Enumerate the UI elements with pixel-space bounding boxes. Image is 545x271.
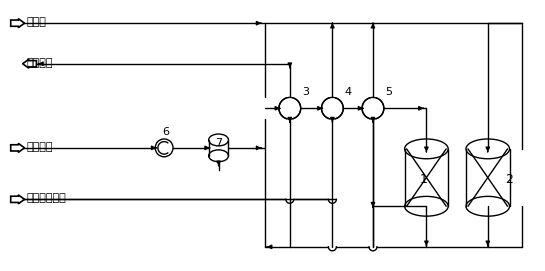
Text: 3: 3 (302, 88, 308, 97)
Text: 7: 7 (215, 138, 222, 148)
Text: 工艺水: 工艺水 (27, 17, 46, 27)
Text: 糗合成气: 糗合成气 (27, 58, 53, 68)
Text: 1: 1 (420, 173, 427, 186)
Text: 糗合成气: 糗合成气 (27, 142, 53, 152)
Text: 6: 6 (162, 127, 169, 137)
Text: 4: 4 (344, 88, 352, 97)
Text: 5: 5 (385, 88, 392, 97)
Text: 2: 2 (506, 173, 513, 186)
Text: 过热中压蛸汽: 过热中压蛸汽 (27, 193, 66, 203)
